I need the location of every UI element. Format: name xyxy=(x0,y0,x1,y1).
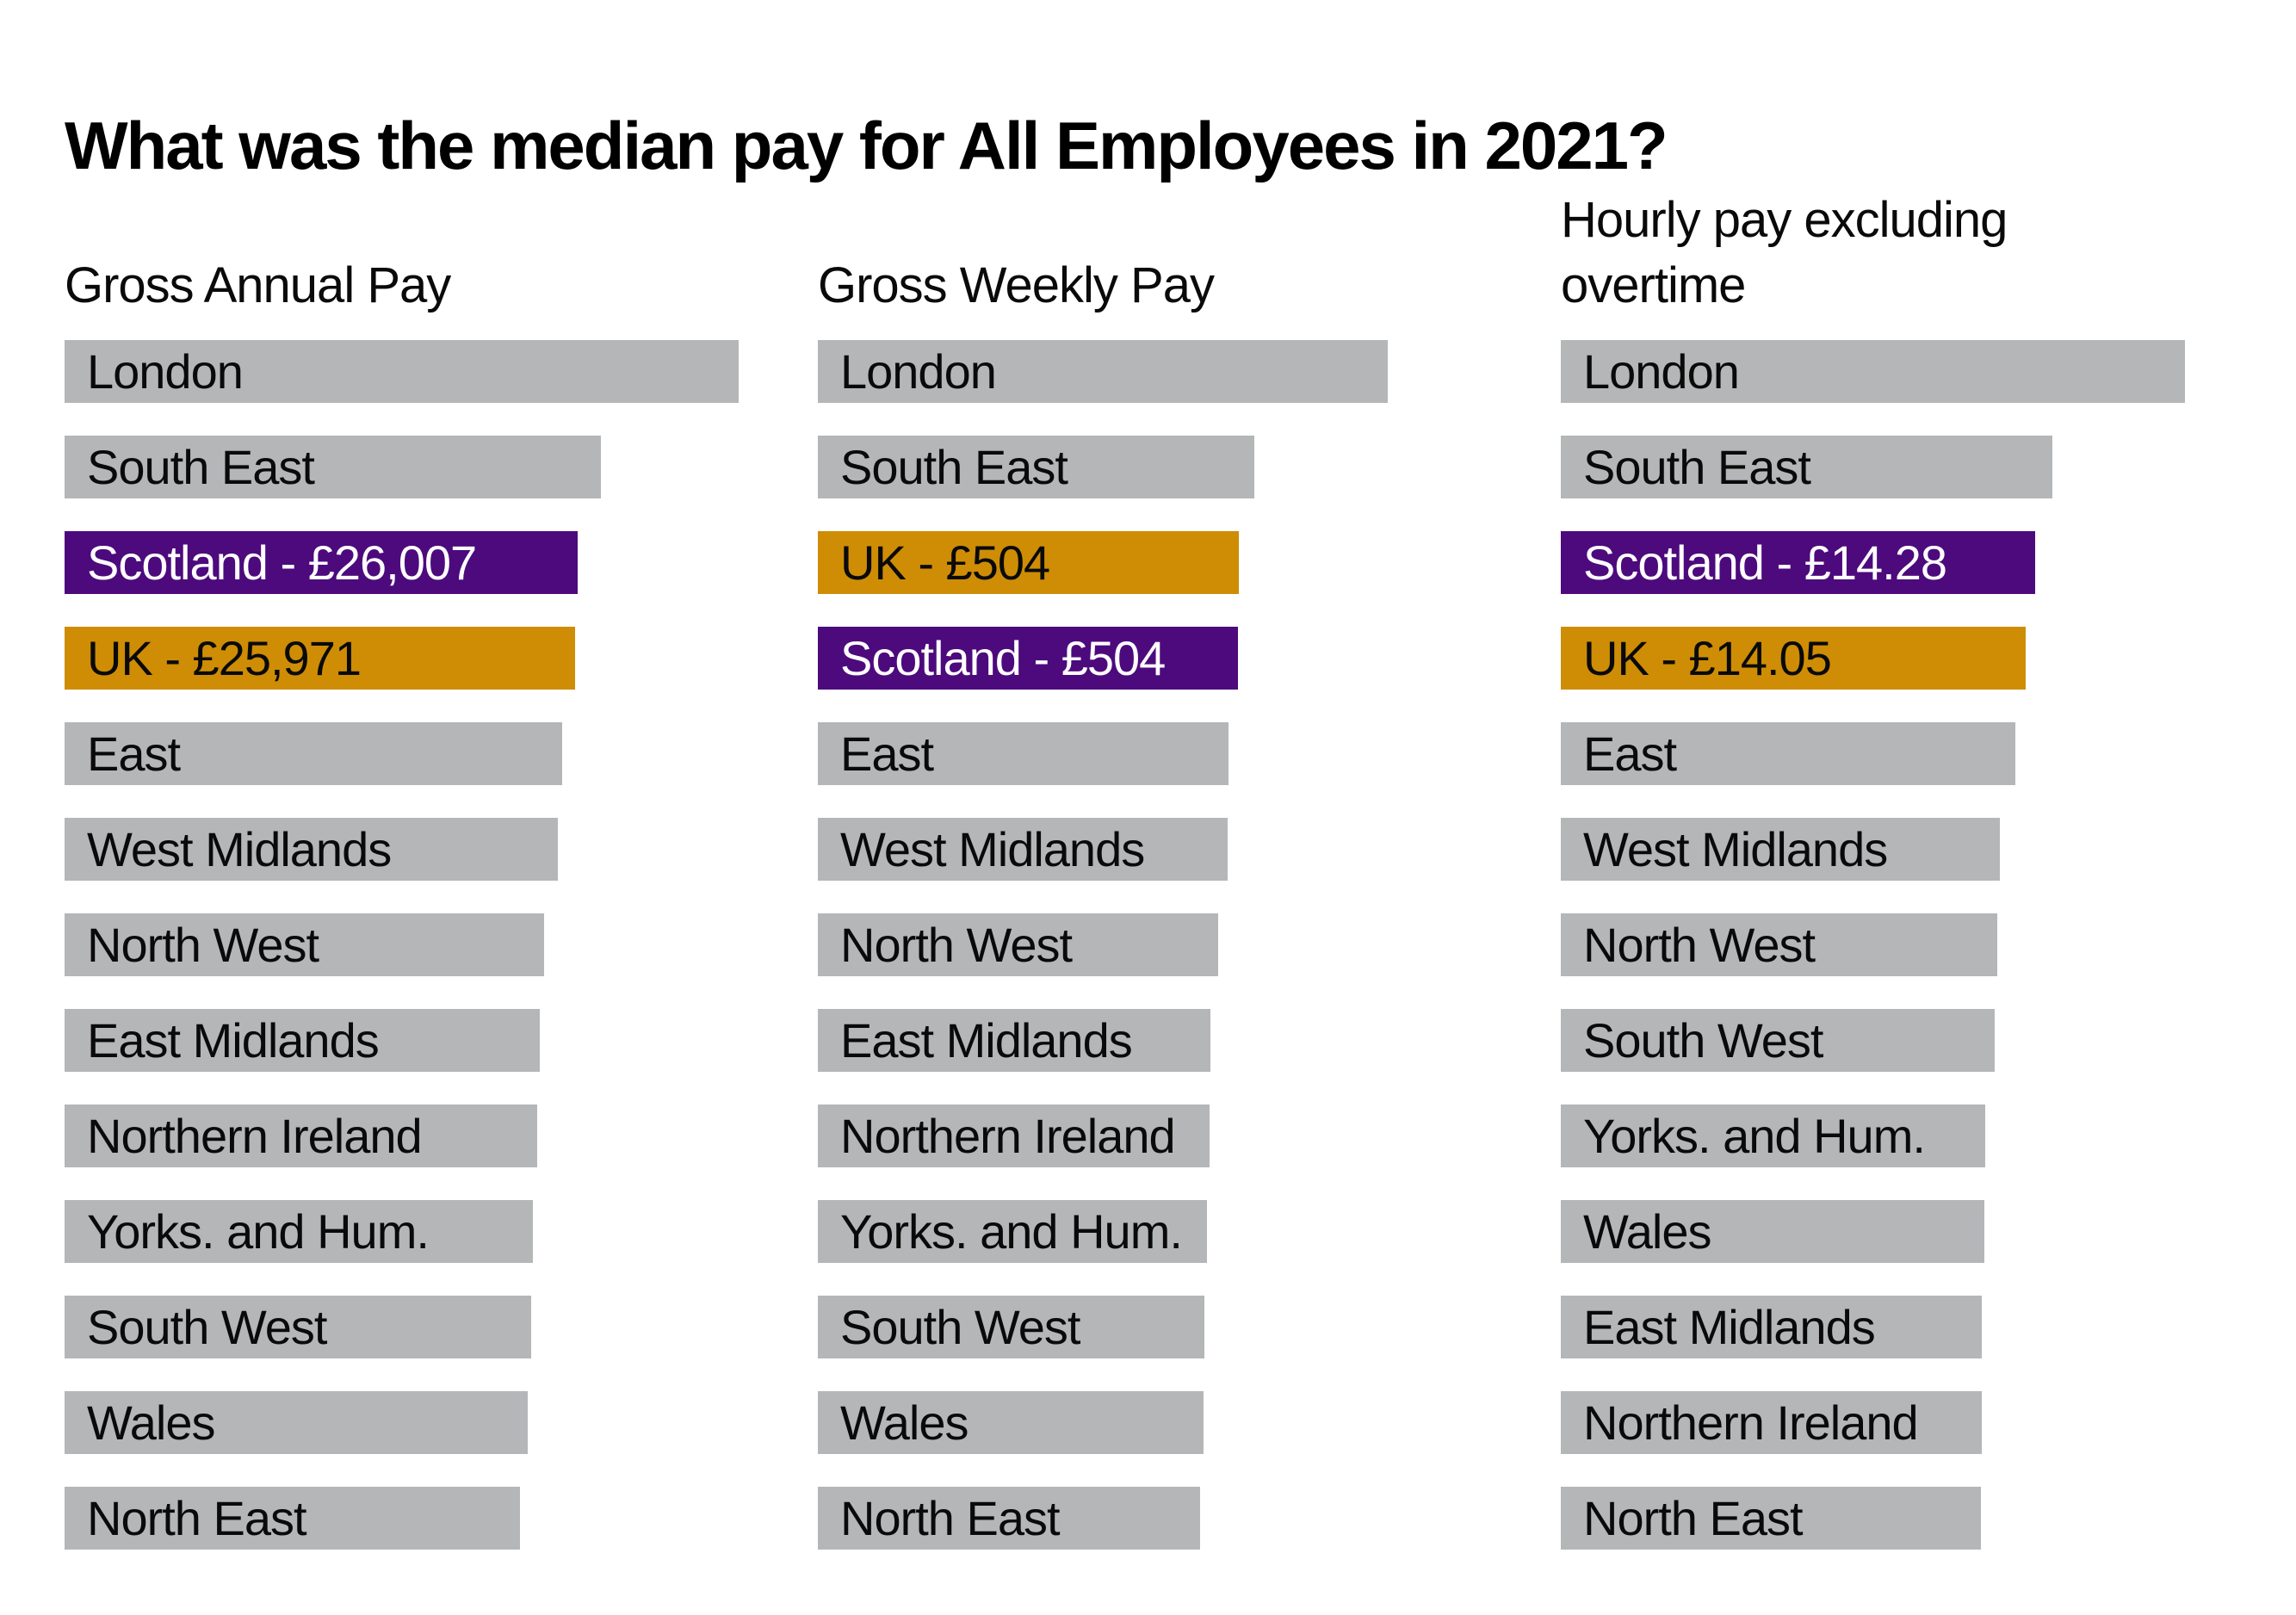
bar-label: South West xyxy=(87,1300,327,1354)
bar-label: East xyxy=(840,727,934,781)
bar-label: West Midlands xyxy=(87,822,392,876)
bar-west-midlands: West Midlands xyxy=(1561,818,2000,881)
bar-label: West Midlands xyxy=(840,822,1145,876)
bar-london: London xyxy=(1561,340,2185,403)
bar-label: Northern Ireland xyxy=(87,1109,423,1163)
bar-label: Yorks. and Hum. xyxy=(840,1204,1183,1259)
bar-label: South East xyxy=(1583,440,1811,494)
bar-northern-ireland: Northern Ireland xyxy=(818,1105,1210,1167)
bar-label: North East xyxy=(87,1491,307,1545)
bar-north-west: North West xyxy=(65,913,544,976)
bar-uk: UK - £504 xyxy=(818,531,1239,594)
bar-north-west: North West xyxy=(1561,913,1997,976)
bar-london: London xyxy=(65,340,739,403)
bar-label: Northern Ireland xyxy=(1583,1395,1919,1450)
bar-label: Wales xyxy=(87,1395,216,1450)
bar-north-east: North East xyxy=(818,1487,1200,1550)
bar-south-east: South East xyxy=(1561,436,2052,498)
bar-east-midlands: East Midlands xyxy=(65,1009,540,1072)
bar-south-east: South East xyxy=(65,436,601,498)
bar-label: East Midlands xyxy=(840,1013,1133,1067)
bar-north-east: North East xyxy=(65,1487,520,1550)
bar-label: East Midlands xyxy=(87,1013,380,1067)
bar-yorks-and-hum: Yorks. and Hum. xyxy=(818,1200,1207,1263)
bar-label: Scotland - £504 xyxy=(840,631,1166,685)
bar-label: North East xyxy=(1583,1491,1804,1545)
bars-container: London South East Scotland - £26,007 UK - £… xyxy=(65,340,739,1582)
bar-label: Scotland - £14.28 xyxy=(1583,535,1947,590)
bar-label: Yorks. and Hum. xyxy=(1583,1109,1926,1163)
bar-south-west: South West xyxy=(65,1296,531,1358)
bar-east: East xyxy=(65,722,562,785)
bar-yorks-and-hum: Yorks. and Hum. xyxy=(65,1200,533,1263)
bar-label: London xyxy=(840,344,997,399)
bar-east: East xyxy=(1561,722,2015,785)
bar-yorks-and-hum: Yorks. and Hum. xyxy=(1561,1105,1985,1167)
chart-column-gross-annual-pay: Gross Annual Pay London South East Scotlan… xyxy=(65,0,822,1615)
bar-wales: Wales xyxy=(1561,1200,1984,1263)
chart-column-gross-weekly-pay: Gross Weekly Pay London South East UK - £5… xyxy=(818,0,1558,1615)
column-title-gross-annual-pay: Gross Annual Pay xyxy=(65,257,451,313)
bars-container: London South East UK - £504 Scotland - £504… xyxy=(818,340,1388,1582)
bar-northern-ireland: Northern Ireland xyxy=(65,1105,537,1167)
bar-label: East Midlands xyxy=(1583,1300,1876,1354)
bar-label: UK - £25,971 xyxy=(87,631,362,685)
bar-south-east: South East xyxy=(818,436,1254,498)
bar-east: East xyxy=(818,722,1228,785)
bar-scotland: Scotland - £26,007 xyxy=(65,531,578,594)
bar-label: South West xyxy=(840,1300,1080,1354)
bar-label: East xyxy=(1583,727,1677,781)
bar-label: North East xyxy=(840,1491,1061,1545)
bar-label: North West xyxy=(840,918,1073,972)
bar-northern-ireland: Northern Ireland xyxy=(1561,1391,1982,1454)
bars-container: London South East Scotland - £14.28 UK - £1… xyxy=(1561,340,2185,1582)
bar-north-west: North West xyxy=(818,913,1218,976)
bar-label: South East xyxy=(840,440,1068,494)
bar-label: UK - £504 xyxy=(840,535,1050,590)
column-title-gross-weekly-pay: Gross Weekly Pay xyxy=(818,257,1215,313)
bar-london: London xyxy=(818,340,1388,403)
chart-column-hourly-pay-excluding-overtime: Hourly pay excluding overtime London Sout… xyxy=(1561,0,2296,1615)
bar-scotland: Scotland - £14.28 xyxy=(1561,531,2035,594)
bar-label: Scotland - £26,007 xyxy=(87,535,477,590)
bar-label: West Midlands xyxy=(1583,822,1888,876)
bar-west-midlands: West Midlands xyxy=(65,818,558,881)
bar-east-midlands: East Midlands xyxy=(818,1009,1210,1072)
bar-label: South West xyxy=(1583,1013,1823,1067)
bar-label: London xyxy=(1583,344,1740,399)
bar-south-west: South West xyxy=(818,1296,1204,1358)
bar-scotland: Scotland - £504 xyxy=(818,627,1238,690)
bar-wales: Wales xyxy=(65,1391,528,1454)
bar-label: Wales xyxy=(840,1395,969,1450)
page-title: What was the median pay for All Employee… xyxy=(65,108,1668,184)
bar-label: Wales xyxy=(1583,1204,1712,1259)
bar-label: UK - £14.05 xyxy=(1583,631,1832,685)
column-title-hourly-pay-excluding-overtime: Hourly pay excluding overtime xyxy=(1561,192,2008,313)
bar-wales: Wales xyxy=(818,1391,1204,1454)
bar-label: Northern Ireland xyxy=(840,1109,1176,1163)
bar-label: East xyxy=(87,727,181,781)
bar-north-east: North East xyxy=(1561,1487,1981,1550)
bar-label: North West xyxy=(87,918,319,972)
bar-label: South East xyxy=(87,440,315,494)
bar-east-midlands: East Midlands xyxy=(1561,1296,1982,1358)
bar-west-midlands: West Midlands xyxy=(818,818,1228,881)
bar-uk: UK - £14.05 xyxy=(1561,627,2026,690)
bar-uk: UK - £25,971 xyxy=(65,627,575,690)
bar-label: North West xyxy=(1583,918,1816,972)
bar-label: Yorks. and Hum. xyxy=(87,1204,430,1259)
bar-south-west: South West xyxy=(1561,1009,1995,1072)
bar-label: London xyxy=(87,344,244,399)
